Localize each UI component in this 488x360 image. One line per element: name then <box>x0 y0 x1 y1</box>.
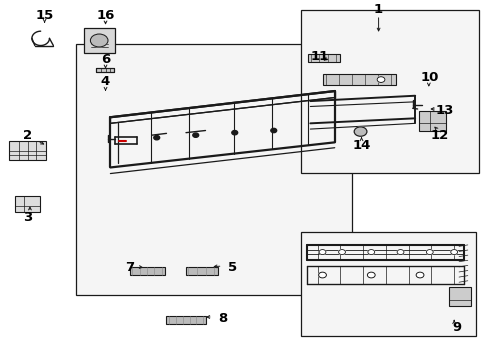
Text: 7: 7 <box>125 261 134 274</box>
Text: 14: 14 <box>352 139 370 152</box>
Bar <box>130 267 164 275</box>
Circle shape <box>353 127 366 136</box>
Bar <box>300 232 475 336</box>
Bar <box>15 196 40 212</box>
Text: 1: 1 <box>373 3 383 16</box>
Text: 9: 9 <box>451 320 460 333</box>
Circle shape <box>366 272 374 278</box>
Circle shape <box>426 249 432 255</box>
Circle shape <box>338 249 345 255</box>
Circle shape <box>192 133 198 137</box>
Bar <box>96 68 114 72</box>
Text: 5: 5 <box>227 261 236 274</box>
Text: 16: 16 <box>96 9 115 22</box>
Bar <box>307 54 339 62</box>
Circle shape <box>450 249 457 255</box>
Circle shape <box>154 135 159 140</box>
Circle shape <box>396 249 403 255</box>
Bar <box>83 28 115 53</box>
Bar <box>322 74 395 85</box>
Text: 13: 13 <box>434 104 453 117</box>
Circle shape <box>270 129 276 133</box>
Text: 8: 8 <box>218 311 227 325</box>
Text: 11: 11 <box>310 50 328 63</box>
Circle shape <box>318 272 326 278</box>
Text: 12: 12 <box>429 129 448 142</box>
Circle shape <box>231 131 237 135</box>
Bar <box>9 140 46 160</box>
Text: 3: 3 <box>23 211 32 224</box>
Text: 6: 6 <box>101 53 110 66</box>
Bar <box>300 10 478 173</box>
Circle shape <box>367 249 374 255</box>
Bar <box>185 267 217 275</box>
Bar <box>76 44 351 295</box>
Text: 4: 4 <box>101 75 110 88</box>
Circle shape <box>376 77 384 82</box>
Text: 10: 10 <box>420 71 438 84</box>
Bar <box>448 287 470 306</box>
Circle shape <box>319 249 325 255</box>
Text: 15: 15 <box>36 9 54 22</box>
Circle shape <box>415 272 423 278</box>
Bar <box>418 111 445 131</box>
Bar <box>166 316 206 324</box>
Text: 2: 2 <box>23 129 32 142</box>
Circle shape <box>90 34 108 47</box>
